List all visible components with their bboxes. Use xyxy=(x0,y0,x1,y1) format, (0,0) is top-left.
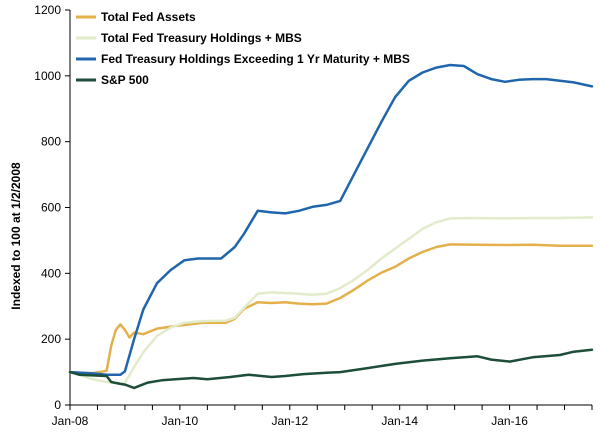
series-line-1 xyxy=(68,243,594,375)
y-tick-label: 0 xyxy=(54,398,61,412)
legend: Total Fed Assets Total Fed Treasury Holdi… xyxy=(76,10,410,87)
series-line-4 xyxy=(68,348,594,390)
y-axis-ticks: 0 200 400 600 800 1000 1200 xyxy=(34,3,70,412)
y-tick-label: 600 xyxy=(41,201,61,215)
legend-label: Total Fed Treasury Holdings + MBS xyxy=(101,31,302,45)
series-line-2 xyxy=(68,216,594,385)
series-line-3 xyxy=(68,63,594,376)
y-tick-label: 400 xyxy=(41,266,61,280)
x-tick-label: Jan-08 xyxy=(52,414,89,428)
x-tick-label: Jan-16 xyxy=(491,414,528,428)
legend-label: S&P 500 xyxy=(101,73,149,87)
y-tick-label: 1200 xyxy=(34,3,61,17)
legend-label: Fed Treasury Holdings Exceeding 1 Yr Mat… xyxy=(101,52,410,66)
x-tick-label: Jan-10 xyxy=(162,414,199,428)
y-tick-label: 800 xyxy=(41,135,61,149)
legend-label: Total Fed Assets xyxy=(101,10,196,24)
series-layer xyxy=(68,63,594,390)
x-axis-ticks: Jan-08 Jan-10 Jan-12 Jan-14 Jan-16 xyxy=(52,405,593,428)
y-tick-label: 200 xyxy=(41,332,61,346)
y-tick-label: 1000 xyxy=(34,69,61,83)
x-tick-label: Jan-12 xyxy=(271,414,308,428)
x-tick-label: Jan-14 xyxy=(381,414,418,428)
y-axis-title: Indexed to 100 at 1/2/2008 xyxy=(9,162,23,310)
